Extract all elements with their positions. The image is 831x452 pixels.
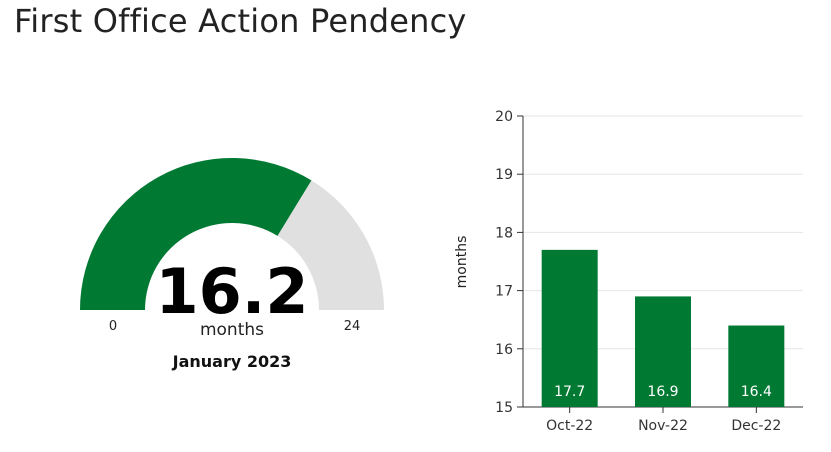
x-tick-label: Oct-22 (546, 418, 593, 434)
bar-y-axis: 15 16 17 18 19 20 (495, 109, 524, 416)
bar[interactable] (541, 249, 598, 407)
x-tick-label: Dec-22 (731, 418, 781, 434)
bar-data-label: 16.4 (741, 384, 772, 400)
bar[interactable] (728, 325, 785, 407)
bar-data-label: 16.9 (647, 384, 678, 400)
gauge-chart: 16.2 months January 2023 0 24 (80, 158, 384, 371)
bar-x-axis: Oct-22 Nov-22 Dec-22 (523, 406, 803, 434)
y-tick-label: 19 (495, 167, 513, 183)
gauge-value: 16.2 (156, 255, 309, 328)
gauge-min-label: 0 (109, 319, 117, 334)
bar[interactable] (635, 296, 691, 407)
y-tick-label: 20 (495, 109, 513, 125)
y-tick-label: 15 (495, 400, 513, 416)
y-tick-label: 17 (495, 284, 513, 300)
y-tick-label: 16 (495, 342, 513, 358)
bar-series: 17.7 16.9 16.4 (541, 249, 785, 407)
gauge-fill (80, 158, 312, 310)
gauge-unit: months (200, 320, 264, 340)
x-tick-label: Nov-22 (638, 418, 688, 434)
y-tick-label: 18 (495, 225, 513, 241)
bar-y-axis-label: months (454, 236, 470, 289)
page-title: First Office Action Pendency (14, 2, 467, 40)
gauge-period: January 2023 (172, 352, 292, 371)
gauge-max-label: 24 (344, 319, 361, 334)
bar-gridlines (523, 115, 803, 350)
bar-data-label: 17.7 (554, 384, 585, 400)
